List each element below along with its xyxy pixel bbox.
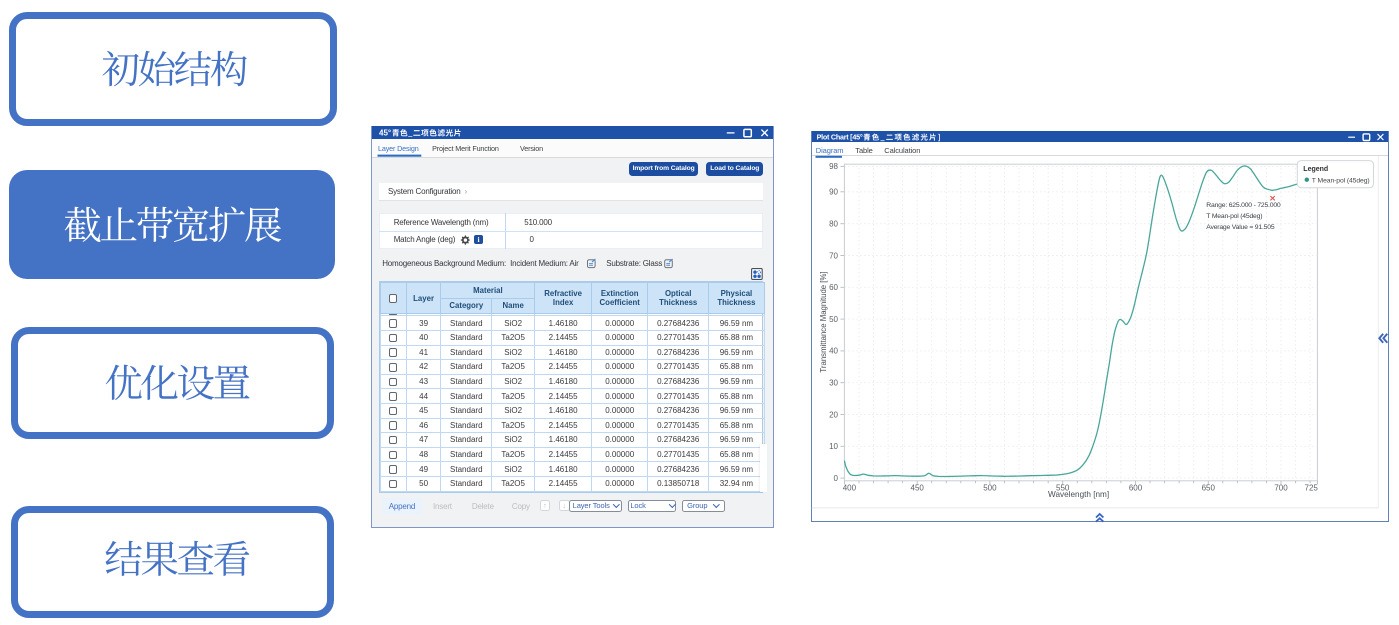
svg-text:Average Value = 91.505: Average Value = 91.505 — [1206, 223, 1275, 230]
svg-text:Calculation: Calculation — [884, 145, 920, 154]
svg-text:700: 700 — [1275, 483, 1289, 492]
svg-text:T Mean-pol (45deg): T Mean-pol (45deg) — [1206, 212, 1262, 219]
svg-text:0: 0 — [834, 473, 839, 482]
svg-text:20: 20 — [829, 410, 838, 419]
svg-text:550: 550 — [1056, 483, 1070, 492]
svg-text:Plot Chart [45°: Plot Chart [45° — [817, 132, 863, 141]
svg-text:Project Merit Function: Project Merit Function — [432, 144, 499, 153]
svg-text:80: 80 — [829, 219, 838, 228]
svg-text:45°: 45° — [379, 128, 391, 137]
svg-text:60: 60 — [829, 283, 838, 292]
svg-text:725: 725 — [1305, 483, 1319, 492]
svg-text:Range: 625.000 - 725.000: Range: 625.000 - 725.000 — [1206, 201, 1281, 208]
svg-text:Table: Table — [855, 145, 872, 154]
svg-text:600: 600 — [1129, 483, 1143, 492]
svg-text:Version: Version — [520, 144, 543, 153]
svg-text:T Mean-pol (45deg): T Mean-pol (45deg) — [1312, 177, 1370, 184]
svg-text:10: 10 — [829, 442, 838, 451]
svg-text:50: 50 — [829, 314, 838, 323]
svg-text:70: 70 — [829, 251, 838, 260]
svg-text:450: 450 — [911, 483, 925, 492]
svg-text:Diagram: Diagram — [816, 145, 844, 154]
svg-text:650: 650 — [1202, 483, 1216, 492]
svg-text:Layer Design: Layer Design — [378, 144, 419, 153]
svg-text:98: 98 — [829, 162, 838, 171]
svg-text:90: 90 — [829, 187, 838, 196]
svg-text:400: 400 — [843, 483, 857, 492]
svg-text:30: 30 — [829, 378, 838, 387]
svg-text:40: 40 — [829, 346, 838, 355]
svg-text:500: 500 — [983, 483, 997, 492]
svg-text:Wavelength [nm]: Wavelength [nm] — [1048, 489, 1109, 498]
svg-text:Legend: Legend — [1303, 165, 1328, 172]
